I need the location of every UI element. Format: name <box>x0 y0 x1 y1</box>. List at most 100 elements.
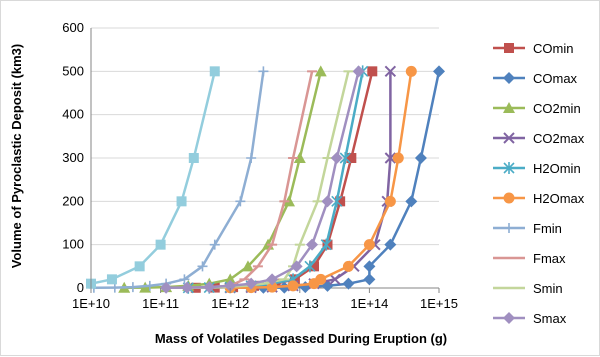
data-point <box>315 273 327 285</box>
data-point <box>342 260 354 272</box>
y-tick-label: 200 <box>62 193 84 208</box>
legend-swatch-marker <box>503 72 515 84</box>
data-point <box>144 280 155 291</box>
y-tick-label: 300 <box>62 150 84 165</box>
data-point <box>246 153 257 163</box>
legend-item-smin: Smin <box>493 281 563 296</box>
data-point <box>339 152 351 164</box>
legend-swatch-marker <box>504 223 514 233</box>
legend-label: CO2max <box>533 131 585 146</box>
data-point <box>179 274 190 285</box>
data-point <box>134 261 145 272</box>
data-point <box>160 281 173 294</box>
series-line <box>90 71 217 285</box>
data-point <box>224 279 237 292</box>
legend-item-fmax: Fmax <box>493 251 566 266</box>
series-unlabeled <box>86 66 220 289</box>
x-tick-label: 1E+11 <box>142 296 179 311</box>
series-h2omin <box>182 65 369 294</box>
data-point <box>224 273 237 285</box>
data-point <box>363 273 376 286</box>
x-tick-label: 1E+10 <box>72 296 110 311</box>
data-point <box>235 196 246 207</box>
legend-swatch-marker <box>503 192 515 204</box>
data-point <box>287 280 299 292</box>
x-tick-label: 1E+13 <box>281 296 319 311</box>
data-point <box>258 66 269 77</box>
legend-item-co2max: CO2max <box>493 131 585 146</box>
data-point <box>106 274 117 285</box>
legend-swatch-marker <box>504 43 514 53</box>
data-point <box>384 152 397 164</box>
legend-item-comax: COmax <box>493 71 578 86</box>
data-point <box>335 196 346 207</box>
series-co2max <box>224 65 397 294</box>
data-point <box>363 260 376 273</box>
data-point <box>384 195 396 207</box>
data-point <box>306 238 319 251</box>
legend-label: CO2min <box>533 101 581 116</box>
data-point <box>266 273 279 286</box>
data-point <box>433 65 445 78</box>
data-point <box>290 260 303 273</box>
data-point <box>342 277 355 290</box>
data-point <box>314 65 327 77</box>
data-point <box>331 195 343 208</box>
data-point <box>414 152 427 164</box>
legend-item-comin: COmin <box>493 41 573 56</box>
legend-swatch-marker <box>503 102 515 113</box>
data-point <box>384 65 397 78</box>
data-point <box>330 152 343 164</box>
data-point <box>321 195 334 208</box>
data-point <box>346 153 357 163</box>
legend-label: Fmin <box>533 221 562 236</box>
legend-item-co2min: CO2min <box>493 101 581 116</box>
data-point <box>209 239 220 250</box>
data-point <box>197 261 208 272</box>
x-tick-label: 1E+12 <box>211 296 249 311</box>
data-point <box>209 66 220 77</box>
legend-label: Smax <box>533 311 567 326</box>
data-point <box>367 66 378 77</box>
legend-item-fmin: Fmin <box>493 221 562 236</box>
data-point <box>384 238 397 251</box>
y-tick-label: 400 <box>62 107 84 122</box>
series-line <box>195 71 374 290</box>
y-tick-label: 100 <box>62 237 84 252</box>
data-point <box>155 239 166 250</box>
legend-label: COmax <box>533 71 578 86</box>
y-tick-label: 600 <box>62 20 84 35</box>
series-fmin <box>88 66 269 293</box>
legend-label: COmin <box>533 41 573 56</box>
x-tick-label: 1E+14 <box>350 296 388 311</box>
axis-layer: 0 100 200 300 400 500 600 1E+10 1E+11 1E+12 1E+13 1… <box>62 20 458 311</box>
data-point <box>293 152 306 163</box>
series-line <box>188 71 364 290</box>
data-point <box>266 281 278 293</box>
data-point <box>363 239 375 251</box>
data-point <box>320 238 332 251</box>
y-axis-title: Volume of Pyroclastic Deposit (km3) <box>9 44 24 268</box>
series-comax <box>257 65 445 294</box>
series-line <box>124 71 323 290</box>
data-point <box>329 273 341 286</box>
data-point <box>352 65 365 78</box>
legend-item-smax: Smax <box>493 311 567 326</box>
legend-swatch-marker <box>503 312 515 324</box>
series-smax <box>160 65 365 294</box>
data-point <box>241 260 254 272</box>
legend-label: Smin <box>533 281 563 296</box>
legend-item-h2omin: H2Omin <box>493 161 581 176</box>
legend-label: H2Omin <box>533 161 581 176</box>
data-point <box>245 277 258 290</box>
data-point <box>405 65 417 77</box>
legend-layer: COmin COmax CO2min CO2max H2Omin H2Omax Fmin Fm… <box>493 41 585 326</box>
y-tick-label: 500 <box>62 63 84 78</box>
legend-swatch-marker <box>503 132 515 144</box>
data-point <box>203 281 216 294</box>
legend-label: Fmax <box>533 251 566 266</box>
data-point <box>304 260 316 273</box>
data-point <box>127 282 138 293</box>
